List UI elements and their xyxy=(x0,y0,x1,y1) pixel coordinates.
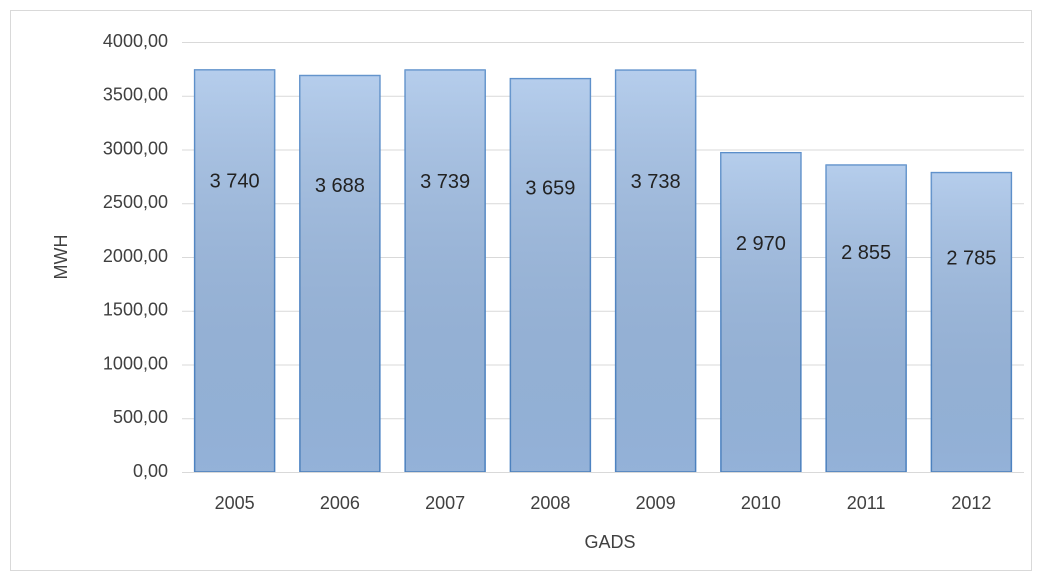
chart-border xyxy=(10,10,1032,571)
data-label: 3 739 xyxy=(420,171,470,193)
x-tick-label: 2008 xyxy=(530,493,570,513)
x-tick-label: 2005 xyxy=(215,493,255,513)
data-label: 3 659 xyxy=(525,177,575,199)
y-tick-label: 4000,00 xyxy=(103,31,168,51)
data-label: 3 738 xyxy=(631,171,681,193)
x-tick-label: 2006 xyxy=(320,493,360,513)
bar xyxy=(404,69,486,473)
y-axis-label: MWH xyxy=(51,235,71,280)
data-label: 3 688 xyxy=(315,175,365,197)
bar xyxy=(930,171,1013,473)
x-tick-label: 2012 xyxy=(951,493,991,513)
bar xyxy=(614,69,697,473)
bar xyxy=(193,69,276,473)
data-label: 2 785 xyxy=(946,248,996,270)
y-tick-label: 1500,00 xyxy=(103,300,168,320)
y-tick-label: 500,00 xyxy=(113,407,168,427)
x-tick-label: 2010 xyxy=(741,493,781,513)
y-tick-label: 0,00 xyxy=(133,461,168,481)
y-tick-label: 3500,00 xyxy=(103,85,168,105)
bar xyxy=(720,151,802,473)
bar xyxy=(825,164,907,473)
data-label: 2 970 xyxy=(736,233,786,255)
data-label: 2 855 xyxy=(841,242,891,264)
bar xyxy=(509,77,592,473)
y-tick-label: 2500,00 xyxy=(103,192,168,212)
x-tick-label: 2007 xyxy=(425,493,465,513)
x-tick-label: 2011 xyxy=(847,493,886,513)
data-label: 3 740 xyxy=(210,171,260,193)
x-axis-label: GADS xyxy=(584,532,635,552)
y-tick-label: 1000,00 xyxy=(103,353,168,373)
y-tick-label: 2000,00 xyxy=(103,246,168,266)
y-tick-label: 3000,00 xyxy=(103,138,168,158)
x-tick-label: 2009 xyxy=(636,493,676,513)
bar xyxy=(299,74,381,473)
